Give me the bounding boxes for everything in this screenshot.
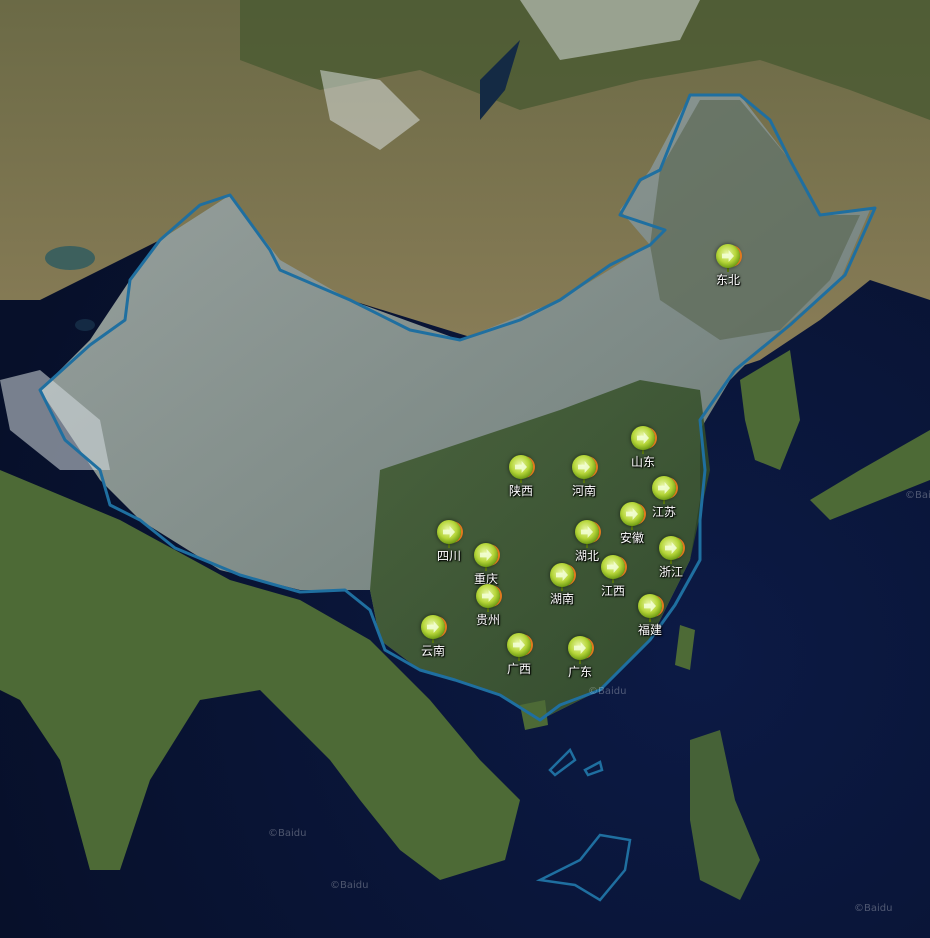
pin-stem [518,657,520,661]
pin-stem [579,660,581,664]
marker-sichuan[interactable]: 四川 [419,520,479,563]
pin-stem [561,587,563,591]
marker-label: 广东 [567,665,592,679]
pin-stem [448,544,450,548]
marker-label: 重庆 [473,572,498,586]
marker-shandong[interactable]: 山东 [613,426,673,469]
marker-shaanxi[interactable]: 陕西 [491,455,551,498]
china-border [38,93,877,722]
marker-label: 江西 [600,584,625,598]
marker-label: 安徽 [619,531,644,545]
marker-jiangxi[interactable]: 江西 [583,555,643,598]
marker-label: 陕西 [508,484,533,498]
pin-stem [631,526,633,530]
pin-icon [631,426,655,450]
marker-label: 浙江 [658,565,683,579]
marker-label: 东北 [715,273,740,287]
baidu-watermark: ©Baidu [854,903,893,914]
pin-icon [572,455,596,479]
marker-label: 河南 [571,484,596,498]
baidu-watermark: ©Baidu [905,490,930,501]
pin-stem [727,268,729,272]
marker-zhejiang[interactable]: 浙江 [641,536,701,579]
marker-label: 四川 [436,549,461,563]
marker-label: 江苏 [651,505,676,519]
marker-label: 福建 [637,623,662,637]
pin-icon [437,520,461,544]
pin-icon [659,536,683,560]
marker-chongqing[interactable]: 重庆 [456,543,516,586]
marker-label: 山东 [630,455,655,469]
pin-icon [474,543,498,567]
marker-fujian[interactable]: 福建 [620,594,680,637]
marker-label: 湖北 [574,549,599,563]
marker-henan[interactable]: 河南 [554,455,614,498]
pin-stem [487,608,489,612]
marker-label: 云南 [420,644,445,658]
pin-icon [575,520,599,544]
pin-icon [568,636,592,660]
marker-guizhou[interactable]: 贵州 [458,584,518,627]
marker-anhui[interactable]: 安徽 [602,502,662,545]
pin-stem [663,500,665,504]
marker-guangxi[interactable]: 广西 [489,633,549,676]
pin-stem [583,479,585,483]
marker-label: 贵州 [475,613,500,627]
marker-yunnan[interactable]: 云南 [403,615,463,658]
pin-stem [670,560,672,564]
pin-icon [509,455,533,479]
pin-icon [620,502,644,526]
pin-stem [586,544,588,548]
pin-icon [421,615,445,639]
pin-stem [520,479,522,483]
marker-label: 湖南 [549,592,574,606]
marker-hubei[interactable]: 湖北 [557,520,617,563]
pin-icon [507,633,531,657]
pin-icon [476,584,500,608]
marker-guangdong[interactable]: 广东 [550,636,610,679]
baidu-watermark: ©Baidu [330,880,369,891]
pin-stem [642,450,644,454]
pin-icon [716,244,740,268]
pin-stem [485,567,487,571]
pin-icon [652,476,676,500]
marker-dongbei[interactable]: 东北 [698,244,758,287]
baidu-watermark: ©Baidu [268,828,307,839]
pin-stem [432,639,434,643]
pin-icon [601,555,625,579]
pin-icon [550,563,574,587]
pin-icon [638,594,662,618]
marker-jiangsu[interactable]: 江苏 [634,476,694,519]
pin-stem [649,618,651,622]
marker-label: 广西 [506,662,531,676]
baidu-watermark: ©Baidu [588,686,627,697]
marker-hunan[interactable]: 湖南 [532,563,592,606]
pin-stem [612,579,614,583]
